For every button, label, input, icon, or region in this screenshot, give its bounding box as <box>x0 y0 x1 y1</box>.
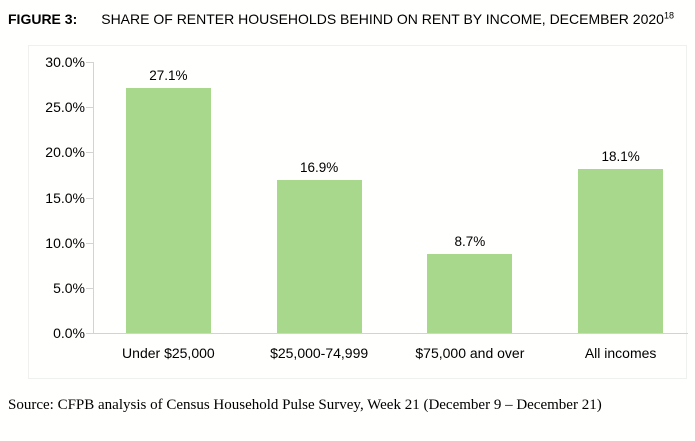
bar-chart: 0.0% 5.0% 10.0% 15.0% 20.0% 25.0% 30.0% 27.1% Un… <box>28 45 688 379</box>
bar <box>125 88 211 333</box>
y-tick-label: 5.0% <box>53 279 85 296</box>
y-tick-mark <box>86 333 93 334</box>
bar <box>276 180 362 333</box>
y-tick-label: 30.0% <box>45 54 85 70</box>
y-tick-label: 0.0% <box>53 325 85 341</box>
x-category-label: All incomes <box>584 345 657 361</box>
y-tick-mark <box>86 62 93 63</box>
bar <box>578 169 664 333</box>
bar-value-label: 18.1% <box>601 149 640 165</box>
y-tick-label: 20.0% <box>45 144 85 161</box>
bar-value-label: 27.1% <box>149 68 188 84</box>
y-tick-mark <box>86 287 93 289</box>
x-category-label: Under $25,000 <box>122 345 215 361</box>
y-tick-label: 15.0% <box>45 189 85 206</box>
y-tick-mark <box>86 197 93 199</box>
figure-title: SHARE OF RENTER HOUSEHOLDS BEHIND ON REN… <box>101 11 674 27</box>
y-tick-mark <box>86 152 93 154</box>
x-category-label: $75,000 and over <box>415 345 525 361</box>
figure-title-footnote-marker: 18 <box>663 10 674 21</box>
x-category-label: $25,000-74,999 <box>270 345 369 361</box>
figure-title-text: SHARE OF RENTER HOUSEHOLDS BEHIND ON REN… <box>101 11 664 27</box>
y-tick-mark <box>86 107 93 109</box>
y-tick-mark <box>86 242 93 244</box>
source-note: Source: CFPB analysis of Census Househol… <box>8 397 602 413</box>
figure-number-label: FIGURE 3: <box>8 11 78 27</box>
bar-value-label: 8.7% <box>454 234 486 250</box>
bar-value-label: 16.9% <box>299 160 339 176</box>
y-tick-label: 25.0% <box>45 99 85 116</box>
figure-heading: FIGURE 3: SHARE OF RENTER HOUSEHOLDS BEHI… <box>8 11 674 27</box>
bar <box>427 254 513 333</box>
y-tick-label: 10.0% <box>45 234 85 251</box>
x-axis-line <box>93 333 688 334</box>
y-axis-line <box>93 62 94 334</box>
